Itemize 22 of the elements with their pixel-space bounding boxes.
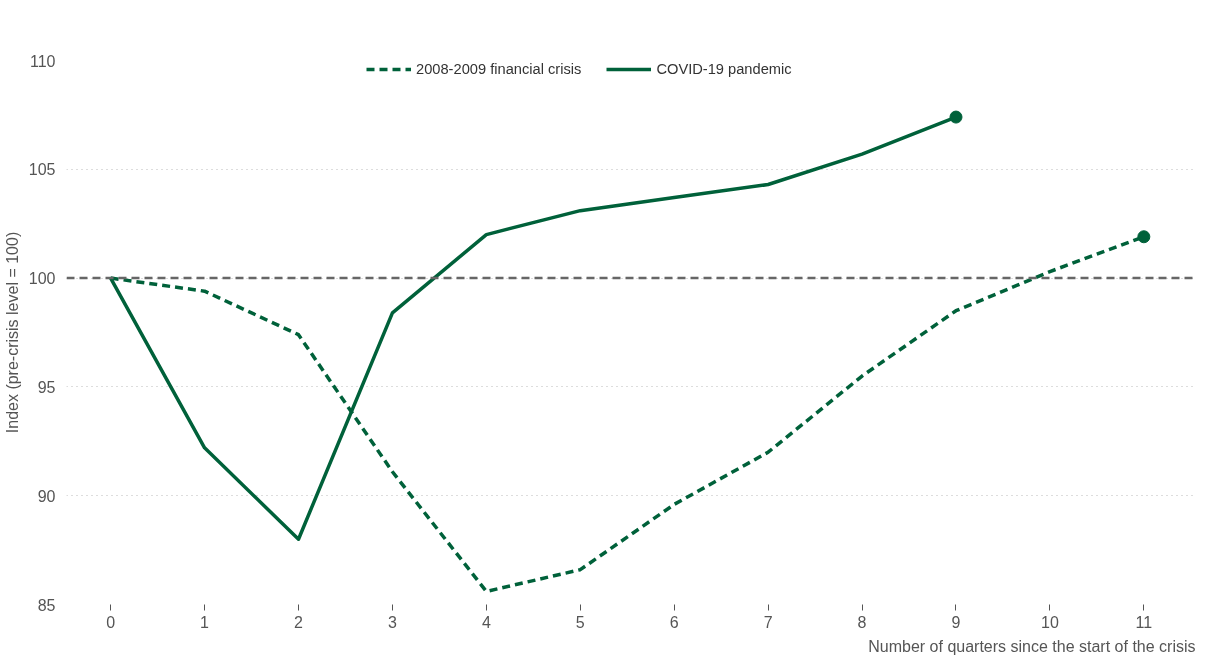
x-tick-label: 8: [857, 613, 867, 631]
x-tick-label: 9: [951, 613, 961, 631]
x-tick-label: 4: [481, 613, 491, 631]
x-tick-label: 11: [1135, 613, 1153, 631]
y-tick-label: 105: [28, 161, 56, 179]
y-tick-label: 100: [28, 270, 56, 288]
x-tick-label: 7: [763, 613, 773, 631]
x-tick-label: 5: [575, 613, 585, 631]
x-tick-label: 3: [387, 613, 397, 631]
x-tick-label: 1: [200, 613, 210, 631]
y-tick-label: 95: [37, 378, 56, 396]
x-tick-label: 2: [294, 613, 304, 631]
y-tick-label: 90: [37, 487, 56, 505]
x-tick-label: 6: [669, 613, 679, 631]
y-tick-label: 110: [29, 52, 56, 70]
legend-label: COVID-19 pandemic: [656, 61, 792, 77]
x-tick-label: 0: [106, 613, 116, 631]
legend-label: 2008-2009 financial crisis: [416, 61, 582, 77]
x-axis-title: Number of quarters since the start of the crisis: [868, 637, 1196, 655]
y-axis-title: Index (pre-crisis level = 100): [3, 231, 21, 434]
y-tick-label: 85: [37, 596, 56, 614]
x-tick-label: 10: [1041, 613, 1059, 631]
